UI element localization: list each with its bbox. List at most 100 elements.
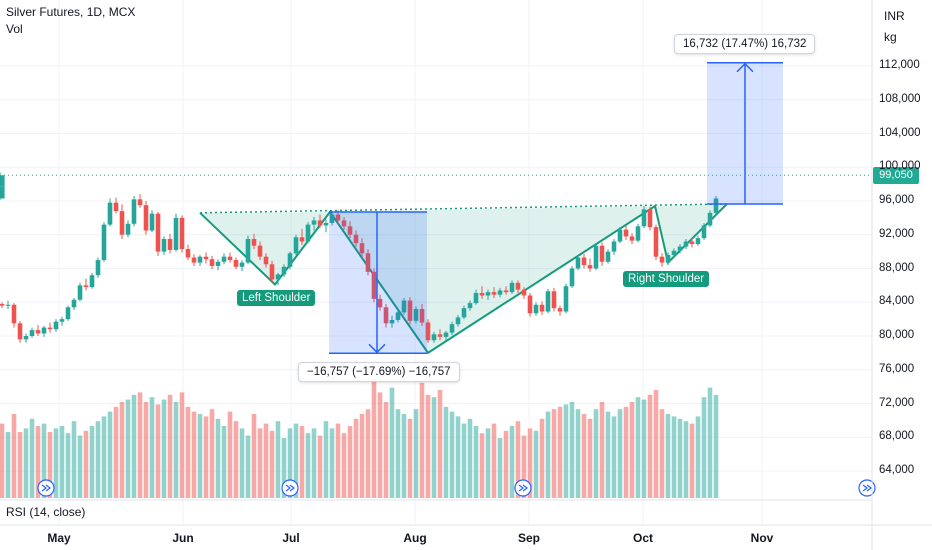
candle [59, 316, 65, 326]
candle-body [113, 202, 119, 212]
event-marker-chevron [522, 484, 528, 492]
candle-body [29, 330, 35, 336]
time-tick-label: Jul [282, 531, 300, 545]
volume-bar [581, 414, 587, 498]
volume-bar [101, 416, 107, 498]
candle-body [161, 238, 167, 252]
candle-body [65, 307, 71, 320]
price-tick-label: 112,000 [879, 59, 920, 71]
volume-bar [263, 423, 269, 498]
candle-body [17, 323, 23, 340]
candle [143, 201, 149, 235]
candle-body [167, 238, 173, 250]
chart-legend: Silver Futures, 1D, MCX Vol [6, 4, 135, 38]
candle-body [551, 291, 557, 309]
event-marker-icon [858, 479, 876, 497]
volume-bar [5, 432, 11, 498]
volume-bar [665, 414, 671, 498]
price-tick-label: 84,000 [879, 295, 915, 308]
candle-body [41, 327, 47, 334]
time-tick-label: Aug [403, 531, 427, 545]
volume-bar [431, 397, 437, 498]
candle-body [197, 256, 203, 263]
volume-bar [293, 423, 299, 498]
measure-tools [37, 62, 876, 497]
price-tick-label: 80,000 [879, 329, 915, 341]
volume-bar [137, 392, 143, 498]
candle [179, 215, 185, 253]
price-tick-label: 100,000 [879, 160, 921, 173]
candle [629, 233, 635, 245]
time-tick-label: May [47, 531, 71, 545]
candle-body [143, 205, 149, 231]
candle [557, 305, 563, 316]
volume-bar [629, 402, 635, 498]
volume-bar [41, 423, 47, 498]
candle-body [119, 211, 125, 235]
event-marker-chevron [866, 484, 872, 492]
candle [281, 264, 287, 277]
volume-bar [89, 426, 95, 498]
candle-body [557, 308, 563, 312]
symbol-title[interactable]: Silver Futures, 1D, MCX [6, 5, 136, 19]
candle-body [611, 241, 617, 252]
volume-bar [347, 426, 353, 498]
volume-bar [107, 411, 113, 498]
volume-bar [671, 416, 677, 498]
candle [365, 249, 371, 276]
candle-body [281, 266, 287, 275]
measure-up-arrowhead [736, 62, 754, 73]
candle-body [515, 282, 521, 290]
candle [593, 243, 599, 271]
candle [359, 238, 365, 258]
candle [107, 198, 113, 227]
volume-bar [413, 409, 419, 498]
candle [239, 260, 245, 272]
candle [5, 300, 11, 309]
candle [623, 225, 629, 240]
volume-bar [599, 402, 605, 498]
candle [659, 253, 665, 267]
volume-bar [377, 392, 383, 498]
volume-bar [407, 418, 413, 498]
price-tick-label: 72,000 [879, 396, 915, 409]
volume-bar [233, 421, 239, 498]
candle-body [455, 317, 461, 325]
volume-legend[interactable]: Vol [6, 22, 23, 36]
candle [191, 254, 197, 266]
candle [113, 197, 119, 214]
candle [23, 333, 29, 343]
candle-body [299, 237, 305, 242]
candle [317, 214, 323, 228]
volume-bar [617, 409, 623, 498]
candle-body [443, 332, 449, 337]
volume-bar [479, 433, 485, 498]
candle [377, 294, 383, 311]
candle [263, 253, 269, 268]
volume-bar [209, 409, 215, 498]
candle-body [407, 300, 413, 321]
rsi-legend[interactable]: RSI (14, close) [6, 505, 86, 519]
candle [353, 230, 359, 247]
volume-bar [575, 409, 581, 498]
candle [653, 224, 659, 261]
volume-bar [353, 418, 359, 498]
candle-body [329, 214, 335, 223]
volume-bar [467, 418, 473, 498]
volume-bar [365, 409, 371, 498]
candle [467, 300, 473, 311]
candle [611, 238, 617, 255]
candle-body [365, 253, 371, 272]
candle-body [497, 290, 503, 295]
candle-body [623, 229, 629, 237]
volume-bar [149, 397, 155, 498]
candle-body [401, 300, 407, 313]
measure-down-callout: −16,757 (−17.69%) −16,757 [298, 362, 460, 382]
candle-body [683, 241, 689, 247]
candle [431, 331, 437, 343]
currency-unit[interactable]: INR kg [884, 6, 905, 48]
candle-body [713, 198, 719, 213]
candle [227, 252, 233, 263]
candle [221, 253, 227, 265]
